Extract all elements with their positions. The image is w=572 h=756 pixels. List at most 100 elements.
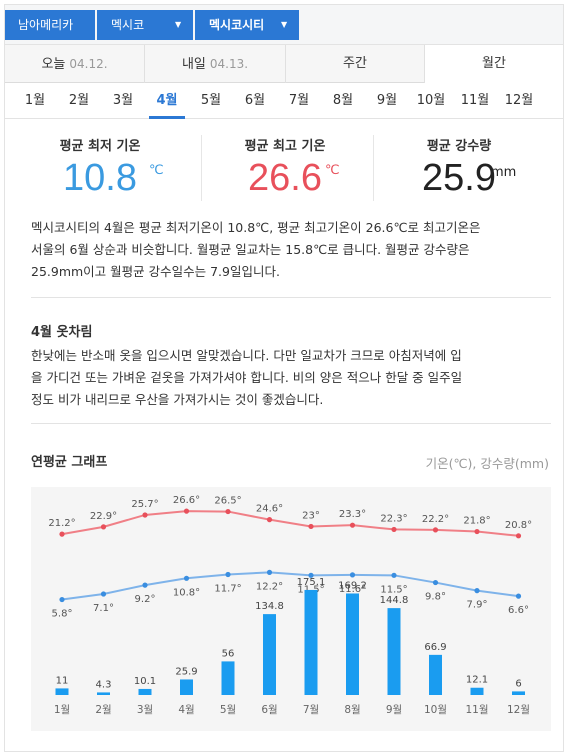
max-temp-label: 23.3° xyxy=(339,509,366,520)
min-temp-point xyxy=(432,579,439,586)
rainfall-bar xyxy=(470,687,484,695)
rainfall-label: 25.9 xyxy=(175,666,197,677)
tab-today[interactable]: 오늘 04.12. xyxy=(5,45,145,83)
rainfall-label: 4.3 xyxy=(96,679,112,690)
tab-tomorrow[interactable]: 내일 04.13. xyxy=(145,45,286,83)
x-tick-label: 10월 xyxy=(424,704,447,716)
min-temp-point xyxy=(474,588,480,594)
tab-month-2[interactable]: 2월 xyxy=(68,93,90,108)
divider xyxy=(373,135,374,201)
max-temp-point xyxy=(59,531,65,537)
tab-month-3[interactable]: 3월 xyxy=(112,93,134,108)
max-temp-value: 26.6 xyxy=(248,157,322,199)
max-temp-point xyxy=(515,533,522,539)
tab-month-5[interactable]: 5월 xyxy=(200,93,222,108)
tab-month-11[interactable]: 11월 xyxy=(460,93,490,108)
breadcrumb-continent[interactable]: 남아메리카 xyxy=(5,10,95,40)
max-temp-label: 26.5° xyxy=(214,496,241,507)
min-temp-line xyxy=(61,571,519,601)
rainfall-value: 25.9 xyxy=(422,157,496,199)
chevron-down-icon: ▼ xyxy=(175,20,182,29)
min-temp-point xyxy=(266,569,273,575)
tab-month-7[interactable]: 7월 xyxy=(288,93,310,108)
tab-monthly[interactable]: 월간 xyxy=(425,45,563,84)
x-tick-label: 5월 xyxy=(220,704,236,716)
x-tick-label: 9월 xyxy=(386,704,402,716)
max-temp-point xyxy=(432,527,439,533)
graph-units: 기온(℃), 강수량(mm) xyxy=(425,456,549,471)
rainfall-bar xyxy=(221,661,235,695)
min-temp-label: 9.2° xyxy=(135,594,156,605)
x-tick-label: 4월 xyxy=(178,704,194,716)
rainfall-label: 169.2 xyxy=(338,580,367,591)
max-temp-unit: ℃ xyxy=(325,163,340,178)
tab-month-6[interactable]: 6월 xyxy=(244,93,266,108)
max-temp-point xyxy=(266,517,273,523)
tab-month-10[interactable]: 10월 xyxy=(416,93,446,108)
rainfall-bar xyxy=(97,692,110,695)
rainfall-bar xyxy=(387,608,401,695)
min-temp-point xyxy=(308,572,314,578)
min-temp-point xyxy=(515,593,522,599)
min-temp-point xyxy=(142,582,148,588)
breadcrumb-country[interactable]: 멕시코 ▼ xyxy=(97,10,193,40)
tab-month-4[interactable]: 4월 xyxy=(149,83,185,119)
max-temp-point xyxy=(474,528,480,535)
min-temp-value: 10.8 xyxy=(63,157,137,199)
rainfall-label: 66.9 xyxy=(424,642,446,653)
min-temp-point xyxy=(100,591,107,597)
rainfall-bar xyxy=(429,654,442,695)
max-temp-line xyxy=(61,510,519,537)
min-temp-label: 11.5° xyxy=(380,584,407,595)
rainfall-label: 56 xyxy=(222,648,235,659)
rainfall-bar xyxy=(304,589,318,695)
x-tick-label: 6월 xyxy=(261,704,277,716)
min-temp-label: 7.9° xyxy=(467,600,488,611)
min-temp-point xyxy=(349,572,356,578)
rainfall-bar xyxy=(263,614,276,695)
max-temp-point xyxy=(142,512,148,518)
chevron-down-icon: ▼ xyxy=(281,20,288,29)
x-tick-label: 8월 xyxy=(344,704,360,716)
max-temp-point xyxy=(391,526,397,533)
x-tick-label: 2월 xyxy=(95,704,111,716)
rainfall-bar xyxy=(180,679,193,695)
min-temp-point xyxy=(59,596,65,603)
rainfall-label: 134.8 xyxy=(255,601,284,612)
min-temp-point xyxy=(391,572,397,578)
tab-month-12[interactable]: 12월 xyxy=(504,93,534,108)
divider xyxy=(201,135,202,201)
month-tabs: 1월 2월 3월 4월 5월 6월 7월 8월 9월 10월 11월 12월 xyxy=(5,83,563,119)
max-temp-point xyxy=(349,522,356,528)
stat-min-temp: 평균 최저 기온 10.8 ℃ xyxy=(45,135,164,201)
breadcrumb-city[interactable]: 멕시코시티 ▼ xyxy=(195,10,299,40)
divider xyxy=(31,423,551,424)
max-temp-point xyxy=(308,523,314,530)
min-temp-point xyxy=(225,571,231,578)
min-temp-label: 6.6° xyxy=(508,605,529,616)
max-temp-point xyxy=(183,508,190,514)
max-temp-point xyxy=(225,508,231,515)
weather-panel: 남아메리카 멕시코 ▼ 멕시코시티 ▼ 오늘 04.12. 내일 04.13. 주간… xyxy=(4,4,564,752)
min-temp-label: 5.8° xyxy=(52,609,73,620)
max-temp-label: 21.2° xyxy=(48,518,75,529)
stat-rainfall: 평균 강수량 25.9 mm xyxy=(399,135,519,201)
breadcrumb: 남아메리카 멕시코 ▼ 멕시코시티 ▼ xyxy=(5,5,563,45)
stat-max-temp: 평균 최고 기온 26.6 ℃ xyxy=(229,135,341,201)
rainfall-bar xyxy=(512,691,525,695)
tab-month-9[interactable]: 9월 xyxy=(376,93,398,108)
max-temp-label: 20.8° xyxy=(505,520,532,531)
min-temp-label: 12.2° xyxy=(256,581,283,592)
rainfall-bar xyxy=(138,688,152,695)
rainfall-label: 11 xyxy=(56,675,69,686)
min-temp-label: 11.5° xyxy=(297,584,324,595)
tab-month-8[interactable]: 8월 xyxy=(332,93,354,108)
x-tick-label: 12월 xyxy=(507,704,530,716)
tab-weekly[interactable]: 주간 xyxy=(286,45,425,83)
rainfall-label: 12.1 xyxy=(466,675,488,686)
divider xyxy=(31,297,551,298)
x-tick-label: 1월 xyxy=(54,704,70,716)
min-temp-label: 10.8° xyxy=(173,587,200,598)
tab-month-1[interactable]: 1월 xyxy=(24,93,46,108)
max-temp-point xyxy=(100,524,107,530)
